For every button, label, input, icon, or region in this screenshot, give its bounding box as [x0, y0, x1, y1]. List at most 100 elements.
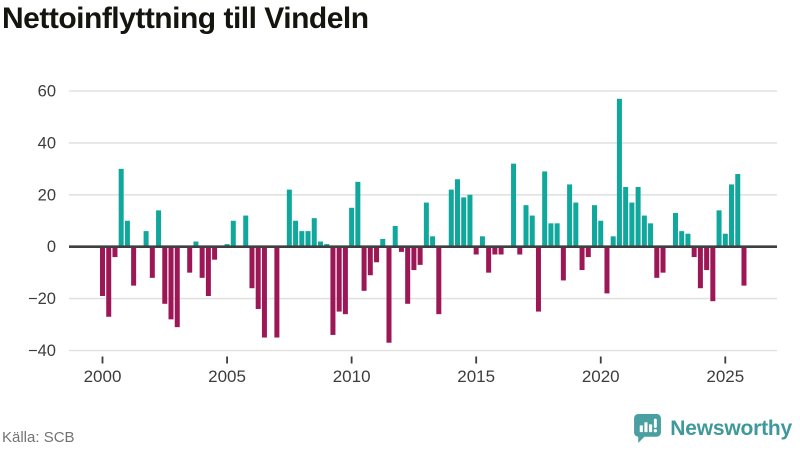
bar	[486, 246, 492, 273]
bar	[261, 246, 267, 338]
bar	[641, 215, 647, 247]
bar	[461, 197, 467, 247]
bars	[100, 98, 747, 343]
svg-text:2020: 2020	[582, 367, 620, 386]
bar	[679, 231, 685, 247]
bar	[380, 238, 386, 247]
bar	[585, 246, 591, 258]
bar	[529, 215, 535, 247]
svg-text:20: 20	[38, 186, 56, 204]
newsworthy-logo[interactable]: Newsworthy	[633, 413, 792, 444]
bar	[417, 246, 423, 265]
bar	[672, 212, 678, 247]
newsworthy-wordmark: Newsworthy	[670, 416, 792, 440]
bar	[330, 246, 336, 335]
bar	[523, 205, 529, 247]
bar	[467, 194, 473, 247]
bar	[355, 181, 361, 247]
bar	[317, 241, 323, 247]
bar	[542, 171, 548, 247]
page-title: Nettoinflyttning till Vindeln	[2, 2, 369, 35]
bar	[554, 223, 560, 247]
bar	[112, 246, 118, 258]
bar	[479, 236, 485, 247]
svg-text:−20: −20	[28, 290, 56, 308]
bar	[598, 220, 604, 247]
bar	[336, 246, 342, 312]
logo-bar-2	[644, 422, 648, 433]
bar	[193, 241, 199, 247]
bar	[685, 233, 691, 247]
gridlines	[69, 90, 777, 352]
x-axis: 2000 2005 2010 2015 2020 2025	[84, 356, 744, 386]
bar	[691, 246, 697, 258]
bar	[255, 246, 261, 309]
bar	[722, 233, 728, 247]
bar	[511, 163, 517, 247]
bar	[124, 220, 130, 247]
bar	[149, 246, 155, 278]
bar	[106, 246, 112, 317]
svg-text:2000: 2000	[84, 367, 122, 386]
y-axis-labels: 60 40 20 0 −20 −40	[28, 83, 56, 361]
svg-text:60: 60	[38, 83, 56, 101]
bar	[311, 218, 317, 247]
bar	[367, 246, 373, 276]
bar	[274, 246, 280, 338]
bar	[174, 246, 180, 328]
bar	[573, 202, 579, 247]
bar	[517, 246, 523, 255]
bar	[349, 207, 355, 247]
bar	[623, 187, 629, 247]
svg-text:40: 40	[38, 134, 56, 152]
bar	[498, 246, 504, 255]
bar	[560, 246, 566, 281]
bar	[100, 246, 105, 297]
bar	[361, 246, 367, 291]
bar	[249, 246, 255, 289]
svg-text:2010: 2010	[333, 367, 371, 386]
bar	[473, 246, 479, 255]
bar	[704, 246, 710, 271]
bar	[143, 231, 149, 247]
bar	[492, 246, 498, 255]
svg-text:2025: 2025	[706, 367, 744, 386]
logo-exclamation	[654, 418, 658, 428]
bar	[710, 246, 716, 302]
bar	[374, 246, 380, 263]
svg-text:0: 0	[47, 238, 56, 256]
bar	[118, 168, 124, 247]
bar	[398, 246, 404, 252]
logo-bar-3	[649, 424, 653, 433]
bar	[423, 202, 429, 247]
logo-bar-1	[640, 425, 644, 433]
bar	[436, 246, 442, 315]
bar	[535, 246, 541, 312]
svg-text:2005: 2005	[208, 367, 246, 386]
bar	[735, 174, 741, 247]
bar	[567, 184, 573, 247]
bar	[448, 189, 454, 247]
bar	[131, 246, 137, 286]
svg-text:2015: 2015	[457, 367, 495, 386]
bar	[629, 202, 635, 247]
bar	[305, 231, 311, 247]
bar	[411, 246, 417, 271]
bar	[205, 246, 211, 297]
bar	[579, 246, 585, 271]
bar	[430, 236, 436, 247]
bar	[654, 246, 660, 278]
bar	[716, 210, 722, 247]
bar	[635, 187, 641, 247]
bar	[455, 179, 460, 247]
newsworthy-speech-bubble-icon	[634, 414, 662, 443]
bar	[604, 246, 610, 294]
bar	[168, 246, 174, 320]
bar	[293, 220, 299, 247]
bar	[592, 205, 598, 247]
svg-text:−40: −40	[28, 342, 56, 360]
bar	[299, 231, 305, 247]
bar	[187, 246, 193, 273]
bar	[616, 98, 622, 247]
bar	[199, 246, 205, 278]
